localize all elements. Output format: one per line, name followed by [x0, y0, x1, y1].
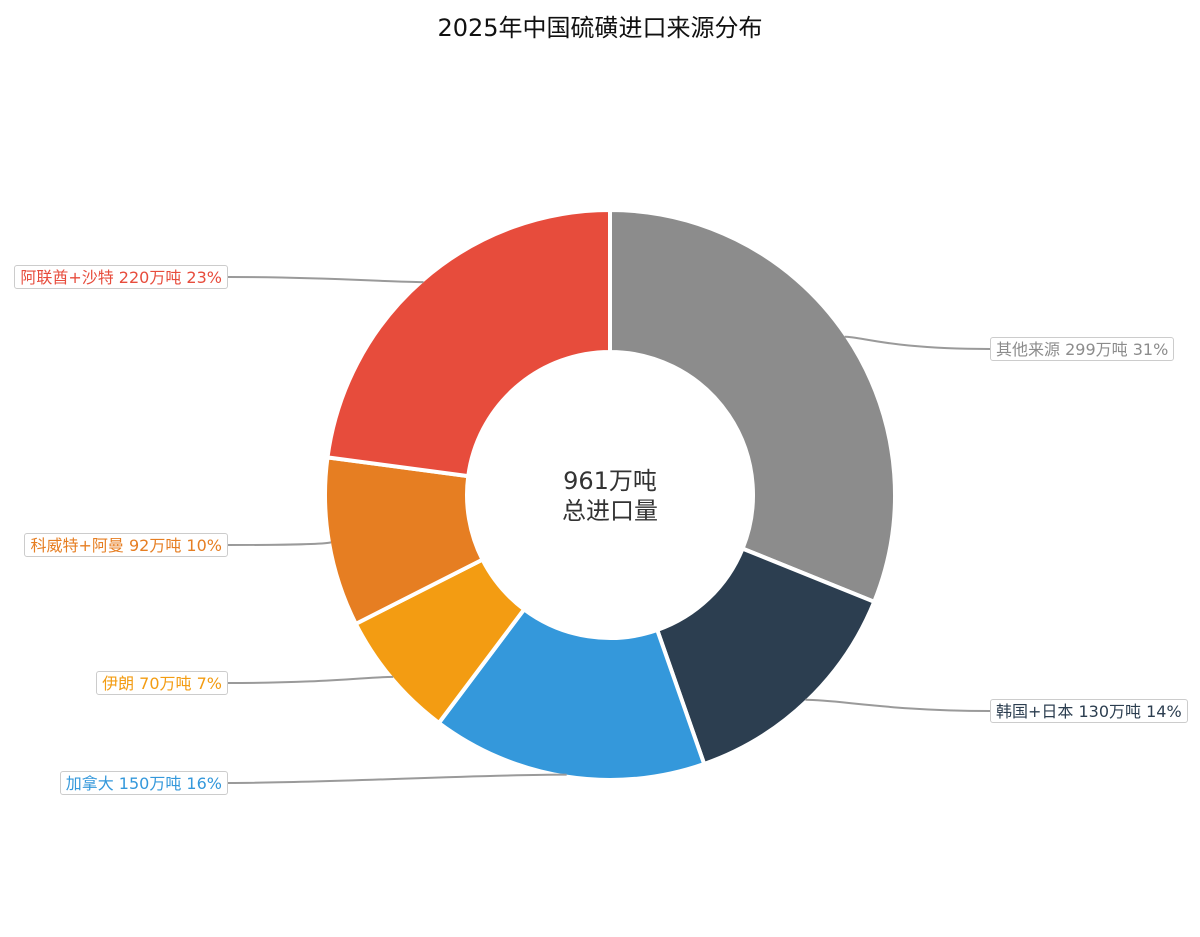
leader-line: [805, 698, 991, 712]
pie-slice: [325, 208, 612, 479]
leader-line: [227, 276, 424, 284]
leader-line: [227, 541, 332, 546]
data-label: 伊朗 70万吨 7%: [96, 671, 228, 695]
leader-line: [227, 675, 394, 684]
pie-slice: [436, 607, 707, 782]
chart-title: 2025年中国硫磺进口来源分布: [437, 14, 763, 42]
leader-lines-layer: [227, 276, 991, 784]
data-label: 阿联酋+沙特 220万吨 23%: [14, 265, 228, 289]
center-caption: 总进口量: [562, 497, 658, 525]
data-label: 加拿大 150万吨 16%: [59, 771, 228, 795]
data-label: 其他来源 299万吨 31%: [990, 337, 1175, 361]
data-label: 韩国+日本 130万吨 14%: [990, 699, 1188, 723]
leader-line: [844, 335, 991, 350]
center-label: 961万吨 总进口量: [460, 466, 760, 526]
pie-slice: [608, 208, 897, 604]
data-label: 科威特+阿曼 92万吨 10%: [24, 533, 228, 557]
slices-layer: [323, 208, 897, 782]
center-total: 961万吨: [563, 467, 657, 495]
leader-line: [227, 773, 567, 784]
pie-slice: [655, 546, 877, 766]
